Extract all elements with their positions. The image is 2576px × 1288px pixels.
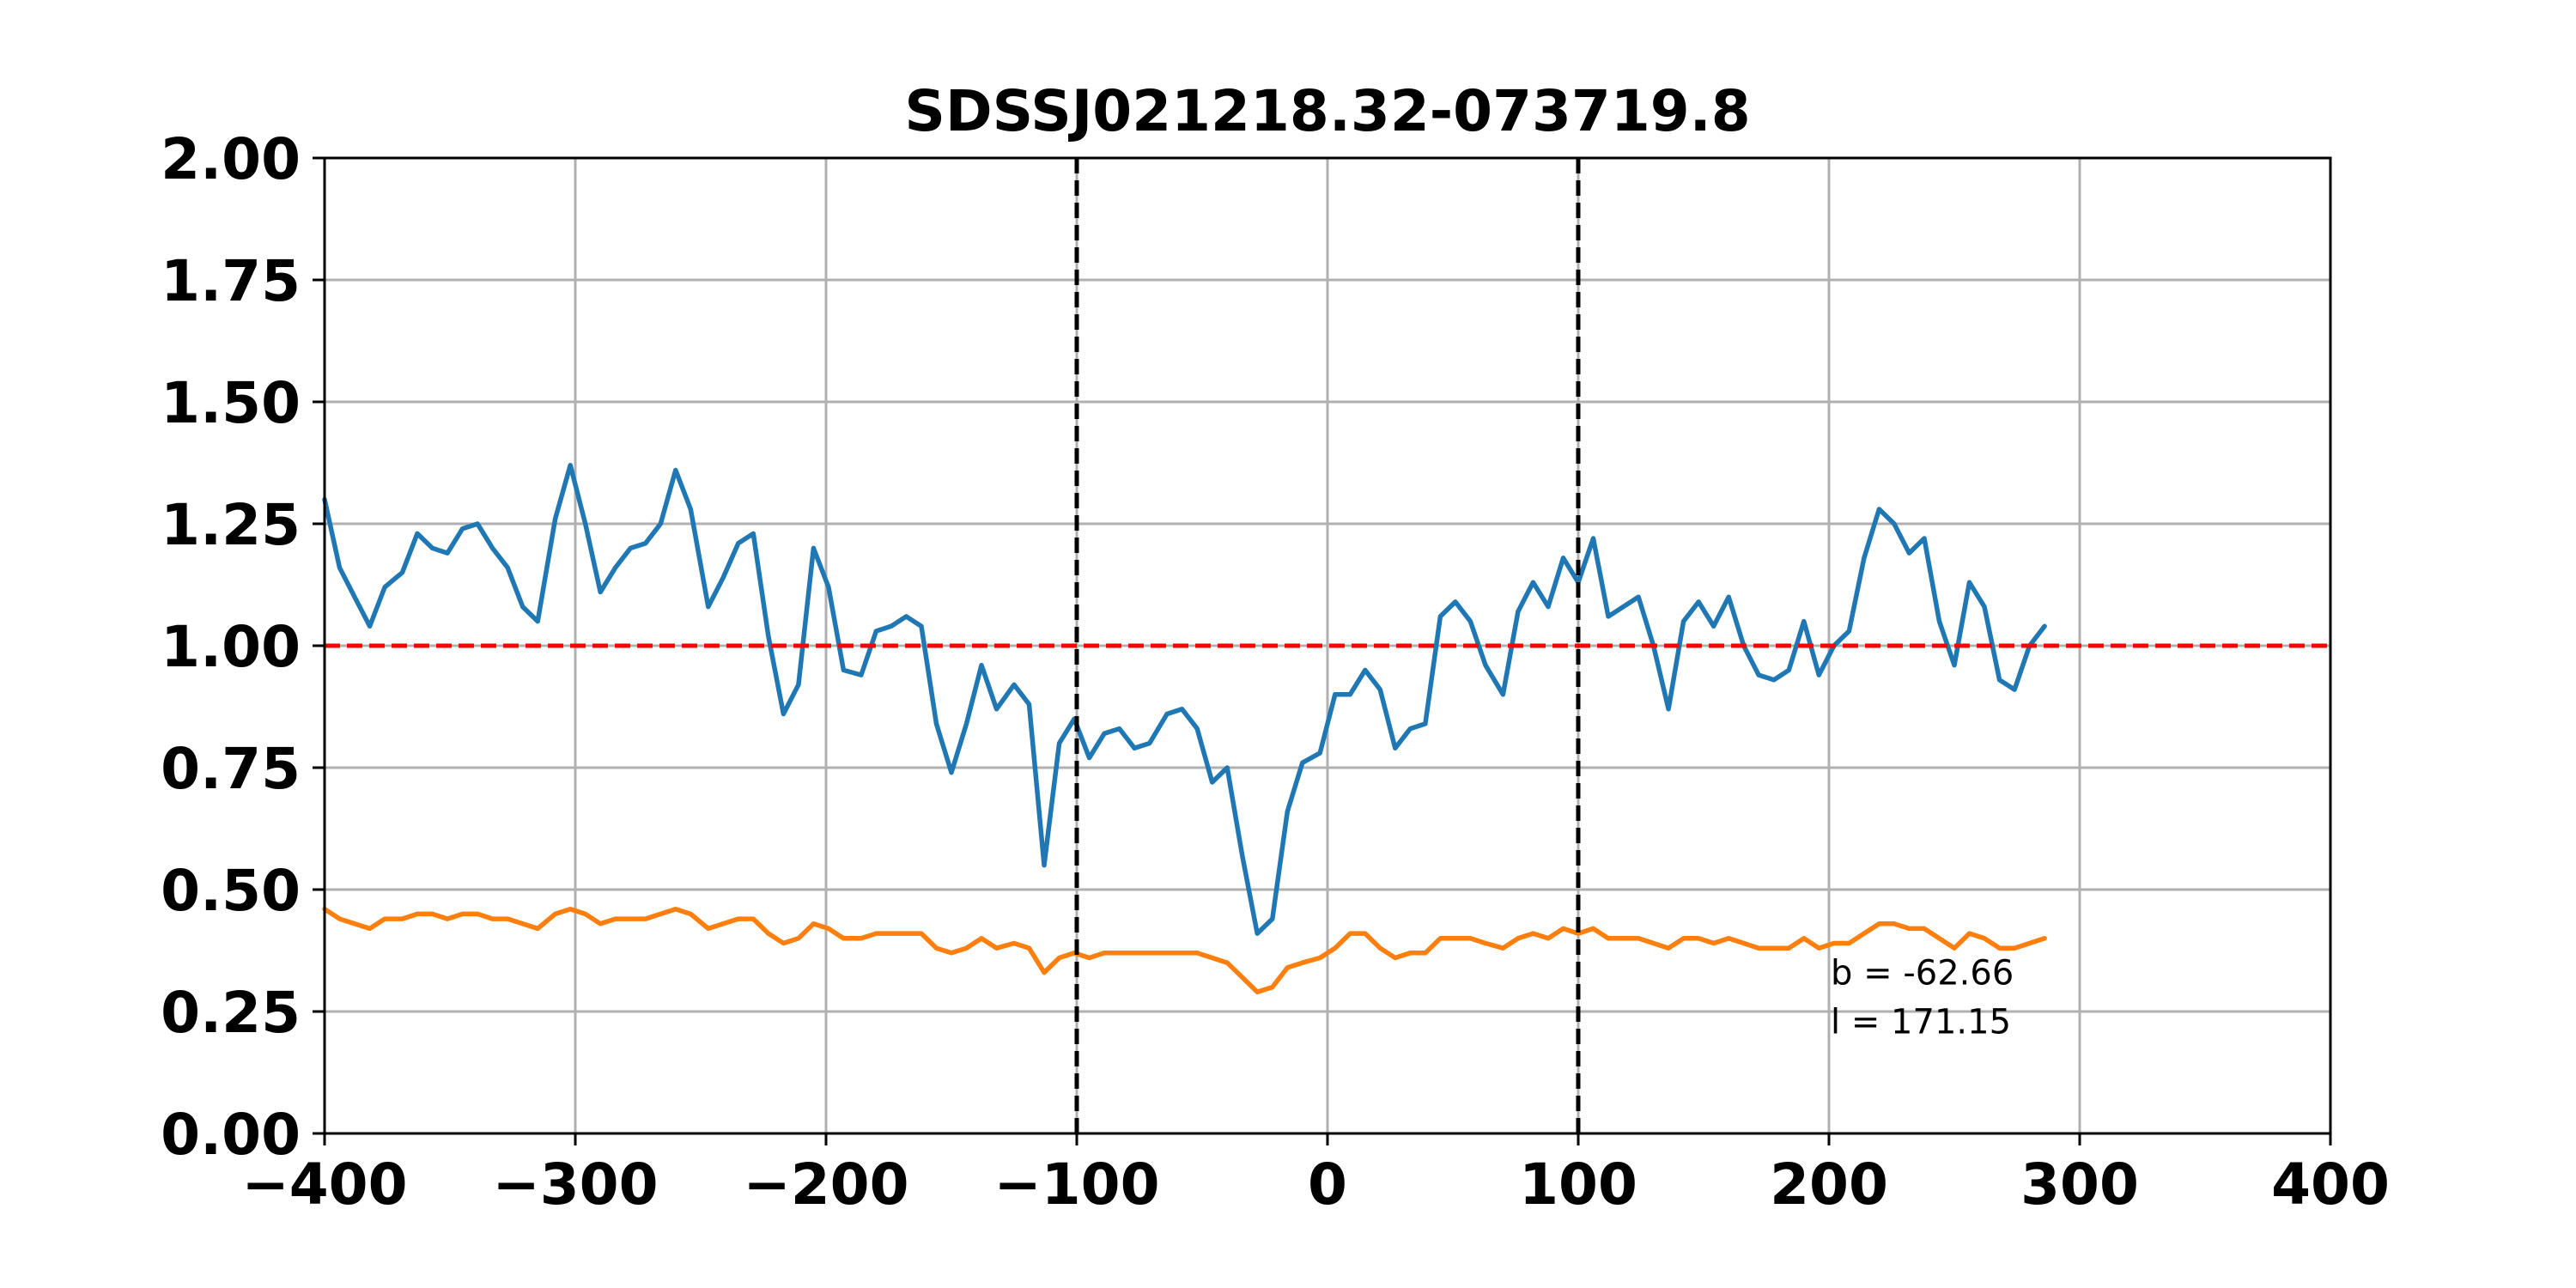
- y-tick-label: 1.75: [161, 248, 301, 314]
- y-tick-label: 0.00: [161, 1102, 301, 1168]
- annotation-text: l = 171.15: [1831, 1002, 2011, 1042]
- x-tick-label: 400: [2271, 1151, 2390, 1218]
- x-tick-label: 300: [2020, 1151, 2139, 1218]
- y-tick-label: 1.00: [161, 614, 301, 680]
- y-tick-label: 0.75: [161, 736, 301, 802]
- x-tick-label: −100: [993, 1151, 1159, 1218]
- y-tick-label: 1.25: [161, 492, 301, 558]
- reference-lines-layer: [325, 158, 2330, 1133]
- y-tick-label: 1.50: [161, 370, 301, 436]
- y-tick-label: 2.00: [161, 126, 301, 192]
- annotations-layer: b = -62.66 l = 171.15: [1831, 954, 2014, 1042]
- x-tick-label: 100: [1519, 1151, 1637, 1218]
- x-tick-label: 0: [1308, 1151, 1347, 1218]
- y-tick-label: 0.50: [161, 858, 301, 924]
- x-tick-label: −300: [492, 1151, 658, 1218]
- series-line-error: [322, 906, 2047, 995]
- chart-title: SDSSJ021218.32-073719.8: [904, 78, 1750, 144]
- x-tick-label: −200: [743, 1151, 908, 1218]
- x-tick-label: 200: [1770, 1151, 1888, 1218]
- series-line-flux: [322, 463, 2047, 936]
- ticks-layer: −400 −300 −200 −100 0 100 200 300 400 0.00 0.25 0.5…: [161, 126, 2390, 1218]
- annotation-text: b = -62.66: [1831, 954, 2014, 993]
- series-layer: [322, 463, 2047, 995]
- x-tick-label: −400: [241, 1151, 407, 1218]
- y-tick-label: 0.25: [161, 980, 301, 1046]
